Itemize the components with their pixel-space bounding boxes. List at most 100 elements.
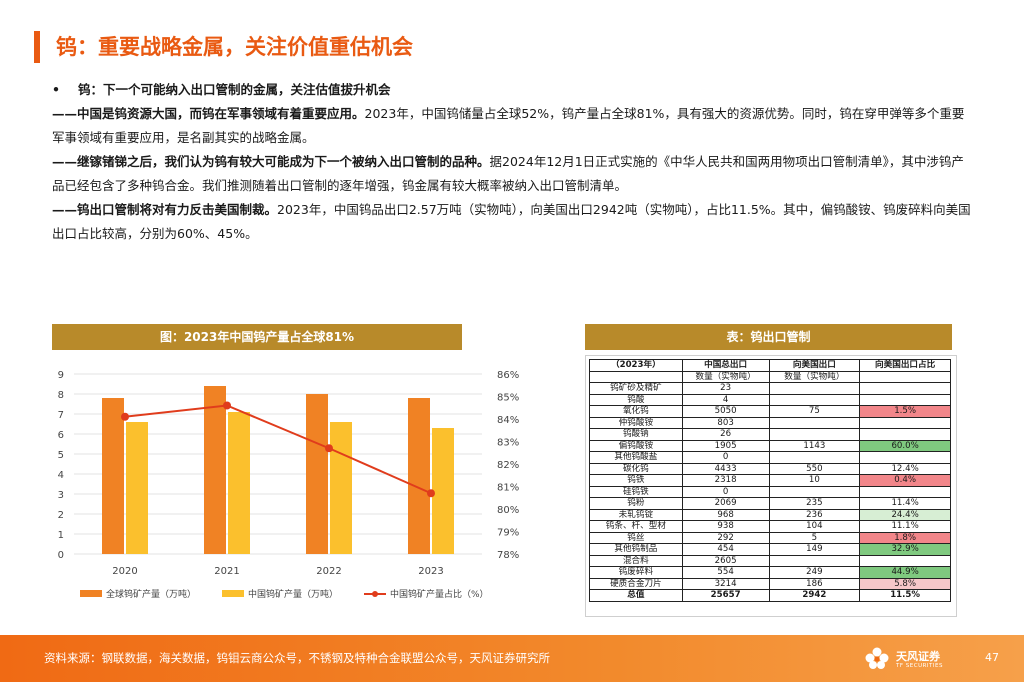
bar-china bbox=[432, 428, 454, 554]
table-cell-total: 938 bbox=[681, 520, 770, 533]
table-title: 表：钨出口管制 bbox=[585, 324, 952, 350]
table-subheader-cell: 数量（实物吨） bbox=[681, 370, 770, 383]
table-cell-total: 5050 bbox=[681, 405, 770, 418]
table-cell-us: 186 bbox=[768, 577, 861, 590]
x-tick-label: 2021 bbox=[214, 566, 239, 577]
legend-label: 中国钨矿产量（万吨） bbox=[248, 588, 338, 600]
logo-name-cn: 天风证券 bbox=[896, 650, 940, 663]
table-cell-pct bbox=[859, 416, 951, 429]
y2-tick-label: 84% bbox=[497, 415, 519, 426]
table-cell-name: 硅钨铁 bbox=[589, 485, 683, 498]
table-row: 其他钨制品 454 149 32.9% bbox=[589, 543, 951, 556]
table-row: 钨丝 292 5 1.8% bbox=[589, 531, 951, 544]
table-header-cell: 中国总出口 bbox=[681, 359, 770, 372]
table-row: 钨废碎料 554 249 44.9% bbox=[589, 566, 951, 579]
table-cell-us bbox=[768, 382, 861, 395]
table-cell-pct: 32.9% bbox=[859, 543, 951, 556]
table-header-cell: （2023年） bbox=[589, 359, 683, 372]
table-cell-name: 钨矿砂及精矿 bbox=[589, 382, 683, 395]
share-point bbox=[427, 489, 435, 498]
table-cell-total: 292 bbox=[681, 531, 770, 544]
bullet-dot: • bbox=[52, 82, 60, 97]
table-cell-us: 1143 bbox=[768, 439, 861, 452]
table-subheader-cell bbox=[859, 370, 951, 383]
footer-bar: 资料来源：钢联数据，海关数据，钨钼云商公众号，不锈钢及特种合金联盟公众号，天风证… bbox=[0, 635, 1024, 682]
share-point bbox=[223, 401, 231, 410]
paragraph-3-text: 2023年，中国钨品出口2.57万吨（实物吨），向美国出口2942吨（实物吨），… bbox=[52, 202, 971, 241]
y2-tick-label: 82% bbox=[497, 460, 519, 471]
table-row: 仲钨酸铵 803 bbox=[589, 416, 951, 429]
table-cell-pct bbox=[859, 451, 951, 464]
table-cell-us: 550 bbox=[768, 462, 861, 475]
x-tick-label: 2023 bbox=[418, 566, 443, 577]
y-tick-label: 8 bbox=[58, 390, 64, 401]
table-row: 钨铁 2318 10 0.4% bbox=[589, 474, 951, 487]
y-tick-label: 1 bbox=[58, 530, 64, 541]
table-cell-us: 75 bbox=[768, 405, 861, 418]
table-row: 碳化钨 4433 550 12.4% bbox=[589, 462, 951, 475]
table-cell-us bbox=[768, 451, 861, 464]
table-cell-us bbox=[768, 485, 861, 498]
table-total-row: 总值 25657 2942 11.5% bbox=[589, 589, 951, 602]
table-header-row: （2023年） 中国总出口 向美国出口 向美国出口占比 bbox=[589, 359, 951, 372]
table-cell-pct: 60.0% bbox=[859, 439, 951, 452]
y2-tick-label: 85% bbox=[497, 393, 519, 404]
table-cell-name: 钨废碎料 bbox=[589, 566, 683, 579]
table-cell-total: 3214 bbox=[681, 577, 770, 590]
table-cell-name: 硬质合金刀片 bbox=[589, 577, 683, 590]
table-cell-name: 钨粉 bbox=[589, 497, 683, 510]
table-cell-us: 10 bbox=[768, 474, 861, 487]
share-line bbox=[124, 404, 432, 495]
paragraph-1-text: 2023年，中国钨储量占全球52%，钨产量占全球81%，具有强大的资源优势。同时… bbox=[52, 106, 965, 145]
bar-global bbox=[102, 398, 124, 554]
y-tick-label: 5 bbox=[58, 450, 64, 461]
y-tick-label: 4 bbox=[58, 470, 64, 481]
table-row: 偏钨酸铵 1905 1143 60.0% bbox=[589, 439, 951, 452]
table-row: 钨酸 4 bbox=[589, 393, 951, 406]
table-subheader-cell bbox=[589, 370, 683, 383]
table-cell-us: 5 bbox=[768, 531, 861, 544]
bar-china bbox=[330, 422, 352, 554]
table-header-cell: 向美国出口 bbox=[768, 359, 861, 372]
table-cell-total: 968 bbox=[681, 508, 770, 521]
table-body: 钨矿砂及精矿 23 钨酸 4 氧化钨 5050 75 1.5% 仲钨酸铵 803 钨酸钠 26 偏钨酸铵… bbox=[589, 382, 951, 602]
table-cell-pct: 12.4% bbox=[859, 462, 951, 475]
table-cell-total: 454 bbox=[681, 543, 770, 556]
bar-global bbox=[306, 394, 328, 554]
table-cell-pct: 11.4% bbox=[859, 497, 951, 510]
page-number: 47 bbox=[985, 651, 999, 664]
table-row: 钨酸钠 26 bbox=[589, 428, 951, 441]
table-cell-us: 236 bbox=[768, 508, 861, 521]
table-cell-us bbox=[768, 428, 861, 441]
legend-bar-swatch bbox=[80, 590, 102, 597]
paragraph-1-lead: ——中国是钨资源大国，而钨在军事领域有着重要应用。 bbox=[52, 106, 365, 121]
table-cell-name: 未轧钨锭 bbox=[589, 508, 683, 521]
y-tick-label: 7 bbox=[58, 410, 64, 421]
x-tick-label: 2020 bbox=[112, 566, 137, 577]
table-cell-pct bbox=[859, 393, 951, 406]
y2-tick-label: 86% bbox=[497, 370, 519, 381]
table-subheader-cell: 数量（实物吨） bbox=[768, 370, 861, 383]
table-cell-pct bbox=[859, 485, 951, 498]
bar-global bbox=[204, 386, 226, 554]
paragraph-2-text: 据2024年12月1日正式实施的《中华人民共和国两用物项出口管制清单》，其中涉钨… bbox=[52, 154, 964, 193]
table-cell-total: 1905 bbox=[681, 439, 770, 452]
bar-china bbox=[126, 422, 148, 554]
table-row: 钨粉 2069 235 11.4% bbox=[589, 497, 951, 510]
body-text: • 钨：下一个可能纳入出口管制的金属，关注估值拔升机会 ——中国是钨资源大国，而钨… bbox=[52, 78, 972, 246]
table-cell-pct: 5.8% bbox=[859, 577, 951, 590]
table-total-us: 2942 bbox=[768, 589, 861, 602]
bullet-headline: • 钨：下一个可能纳入出口管制的金属，关注估值拔升机会 bbox=[52, 78, 972, 102]
table-row: 其他钨酸盐 0 bbox=[589, 451, 951, 464]
table-cell-pct: 1.5% bbox=[859, 405, 951, 418]
y2-tick-label: 79% bbox=[497, 528, 519, 539]
table-row: 未轧钨锭 968 236 24.4% bbox=[589, 508, 951, 521]
table-row: 氧化钨 5050 75 1.5% bbox=[589, 405, 951, 418]
figure-title: 图：2023年中国钨产量占全球81% bbox=[52, 324, 462, 350]
y-tick-label: 9 bbox=[58, 370, 64, 381]
bullet-headline-text: 钨：下一个可能纳入出口管制的金属，关注估值拔升机会 bbox=[78, 82, 391, 97]
table-cell-pct bbox=[859, 382, 951, 395]
table-cell-total: 554 bbox=[681, 566, 770, 579]
table-cell-pct bbox=[859, 554, 951, 567]
table-total-total: 25657 bbox=[681, 589, 770, 602]
